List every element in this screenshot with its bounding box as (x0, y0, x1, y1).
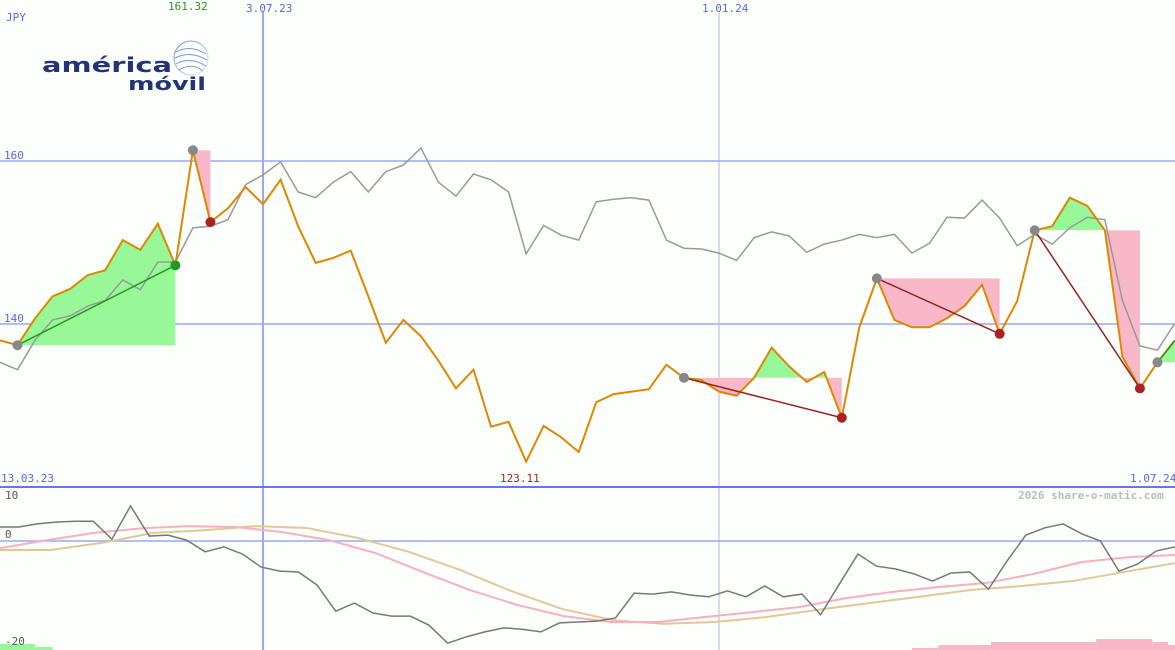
histogram-bar (911, 648, 939, 650)
date-label-mid1: 3.07.23 (246, 2, 293, 15)
price-line (0, 150, 1175, 465)
america-movil-logo: américa móvil (42, 40, 209, 92)
currency-label: JPY (6, 11, 26, 24)
pivot-marker-neutral (1152, 357, 1163, 368)
y-tick-160: 160 (4, 149, 24, 162)
min-price-label: 123.11 (500, 472, 540, 485)
date-label-end: 1.07.24 (1130, 472, 1175, 485)
gain-area (683, 347, 842, 378)
osc-tick-minus20: -20 (5, 635, 25, 648)
pivot-marker-neutral (187, 145, 198, 156)
date-label-start: 13.03.23 (1, 472, 54, 485)
histogram-bar (1152, 642, 1168, 650)
pivot-marker-neutral (678, 372, 689, 383)
pivot-marker-up (170, 260, 181, 271)
pivot-marker-neutral (12, 340, 23, 351)
max-price-label: 161.32 (168, 0, 208, 13)
pivot-marker-down (994, 328, 1005, 339)
trend-line-down (1034, 229, 1141, 389)
osc-oscillator-line (0, 504, 1175, 645)
histogram-bar (1096, 639, 1153, 650)
compare-line (0, 146, 1175, 371)
pivot-marker-neutral (871, 273, 882, 284)
osc-tick-0: 0 (5, 528, 12, 541)
trend-line-down (683, 377, 842, 419)
pivot-marker-down (205, 217, 216, 228)
histogram-bar (1167, 645, 1175, 650)
histogram-bar (938, 645, 991, 650)
histogram-bar (990, 642, 1097, 650)
pivot-marker-down (1134, 383, 1145, 394)
date-label-mid2: 1.01.24 (702, 2, 749, 15)
loss-area (683, 377, 842, 418)
histogram-bar (0, 644, 36, 650)
svg-text:américa: américa (42, 53, 172, 77)
osc-ma_fast-line (0, 525, 1175, 623)
osc-ma_slow-line (0, 525, 1175, 625)
svg-text:móvil: móvil (128, 74, 206, 92)
osc-tick-10: 10 (5, 489, 19, 502)
pivot-marker-down (836, 412, 847, 423)
y-tick-140: 140 (4, 312, 24, 325)
watermark: 2026 share-o-matic.com (1018, 489, 1164, 502)
trend-line-down (876, 277, 1000, 335)
loss-area (1034, 230, 1140, 389)
pivot-marker-neutral (1029, 225, 1040, 236)
gain-area (17, 223, 176, 346)
trend-line-up (17, 264, 176, 346)
gain-area (1034, 197, 1140, 231)
histogram-bar (35, 647, 53, 650)
